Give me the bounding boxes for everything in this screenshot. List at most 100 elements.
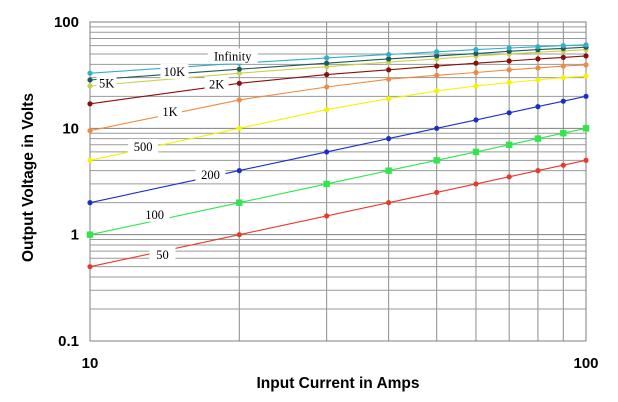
data-point [236,70,242,76]
data-point [473,69,479,76]
series-label-5k: 5K [96,75,117,91]
data-point [324,72,330,78]
data-point [535,44,541,50]
series-label-text: 200 [201,168,220,182]
data-point [434,72,440,78]
data-point [472,148,480,156]
data-point [560,74,566,81]
data-point [506,67,512,73]
data-point [506,174,512,180]
data-point [236,168,242,174]
data-point [386,51,392,58]
series-line [89,46,587,81]
y-tick-label: 0.1 [58,333,79,350]
data-point [87,200,93,206]
data-point [560,63,566,69]
series-label-layer: 50 100 200 500 1K 2K 5K 10K Infinity [96,48,258,263]
series-label-background [139,206,170,222]
data-point [535,56,541,62]
data-point [506,79,512,86]
data-point [434,63,440,69]
series-line [89,55,587,105]
data-point [236,97,242,103]
data-point [535,65,541,71]
series-label-100: 100 [139,206,170,222]
series-label-text: 500 [134,140,153,154]
series-200 [87,93,589,206]
data-point [473,60,479,66]
series-2k [87,53,589,107]
series-line [89,127,587,236]
data-point [560,98,566,104]
data-point [386,76,392,82]
series-line [89,44,587,74]
series-500 [87,73,589,163]
y-tick-label: 10 [62,120,79,137]
series-label-background [128,138,159,154]
data-point [433,157,440,164]
series-line [89,64,587,132]
data-point [434,189,440,195]
data-point [473,117,479,123]
data-point [386,96,392,102]
data-point [324,107,330,113]
series-label-background [96,75,117,91]
data-point [473,50,479,57]
series-label-text: 50 [156,248,169,262]
data-point [236,80,242,86]
plot-area-frame [89,21,587,342]
data-point [386,200,392,206]
data-point [87,70,93,76]
series-50 [87,157,589,270]
series-label-background [149,247,176,263]
y-axis-label: Output Voltage in Volts [20,93,37,262]
data-point [535,104,541,110]
data-point [324,55,330,61]
data-point [87,101,93,107]
data-point [434,49,440,55]
data-point [560,42,566,49]
series-10k [87,44,589,83]
data-point [236,66,242,72]
data-point [385,167,392,174]
data-point [386,136,392,142]
series-label-2k: 2K [204,76,229,92]
data-point [583,73,589,79]
series-line [89,75,587,161]
data-point [434,88,440,94]
data-point [324,213,330,219]
data-point [236,232,242,238]
data-point [87,264,93,270]
data-point [535,168,541,174]
data-point [560,129,567,137]
series-label-background [207,48,258,64]
series-label-text: Infinity [214,50,252,64]
x-tick-label: 10 [82,355,99,372]
series-label-background [160,63,189,79]
x-axis-label: Input Current in Amps [256,375,419,392]
data-point [434,53,440,59]
series-line [89,49,587,87]
data-point [386,67,392,73]
series-label-200: 200 [195,166,226,182]
series-label-1k: 1K [158,104,183,120]
series-label-text: 5K [99,77,114,91]
y-tick-label: 1 [71,227,79,244]
tick-label-layer: 0.1 1 10 100 10 100 [54,14,599,372]
data-point [324,149,330,155]
data-point [473,83,479,89]
series-label-10k: 10K [160,63,189,79]
data-point [434,125,440,131]
series-label-background [158,104,183,120]
data-point [386,56,392,62]
series-label-background [195,166,226,182]
series-label-500: 500 [128,138,159,154]
series-label-text: 1K [162,105,177,119]
data-point [87,128,93,134]
data-point [236,199,243,206]
data-point [86,231,94,238]
data-point [236,125,242,131]
data-point [324,60,330,66]
data-point [506,110,512,116]
